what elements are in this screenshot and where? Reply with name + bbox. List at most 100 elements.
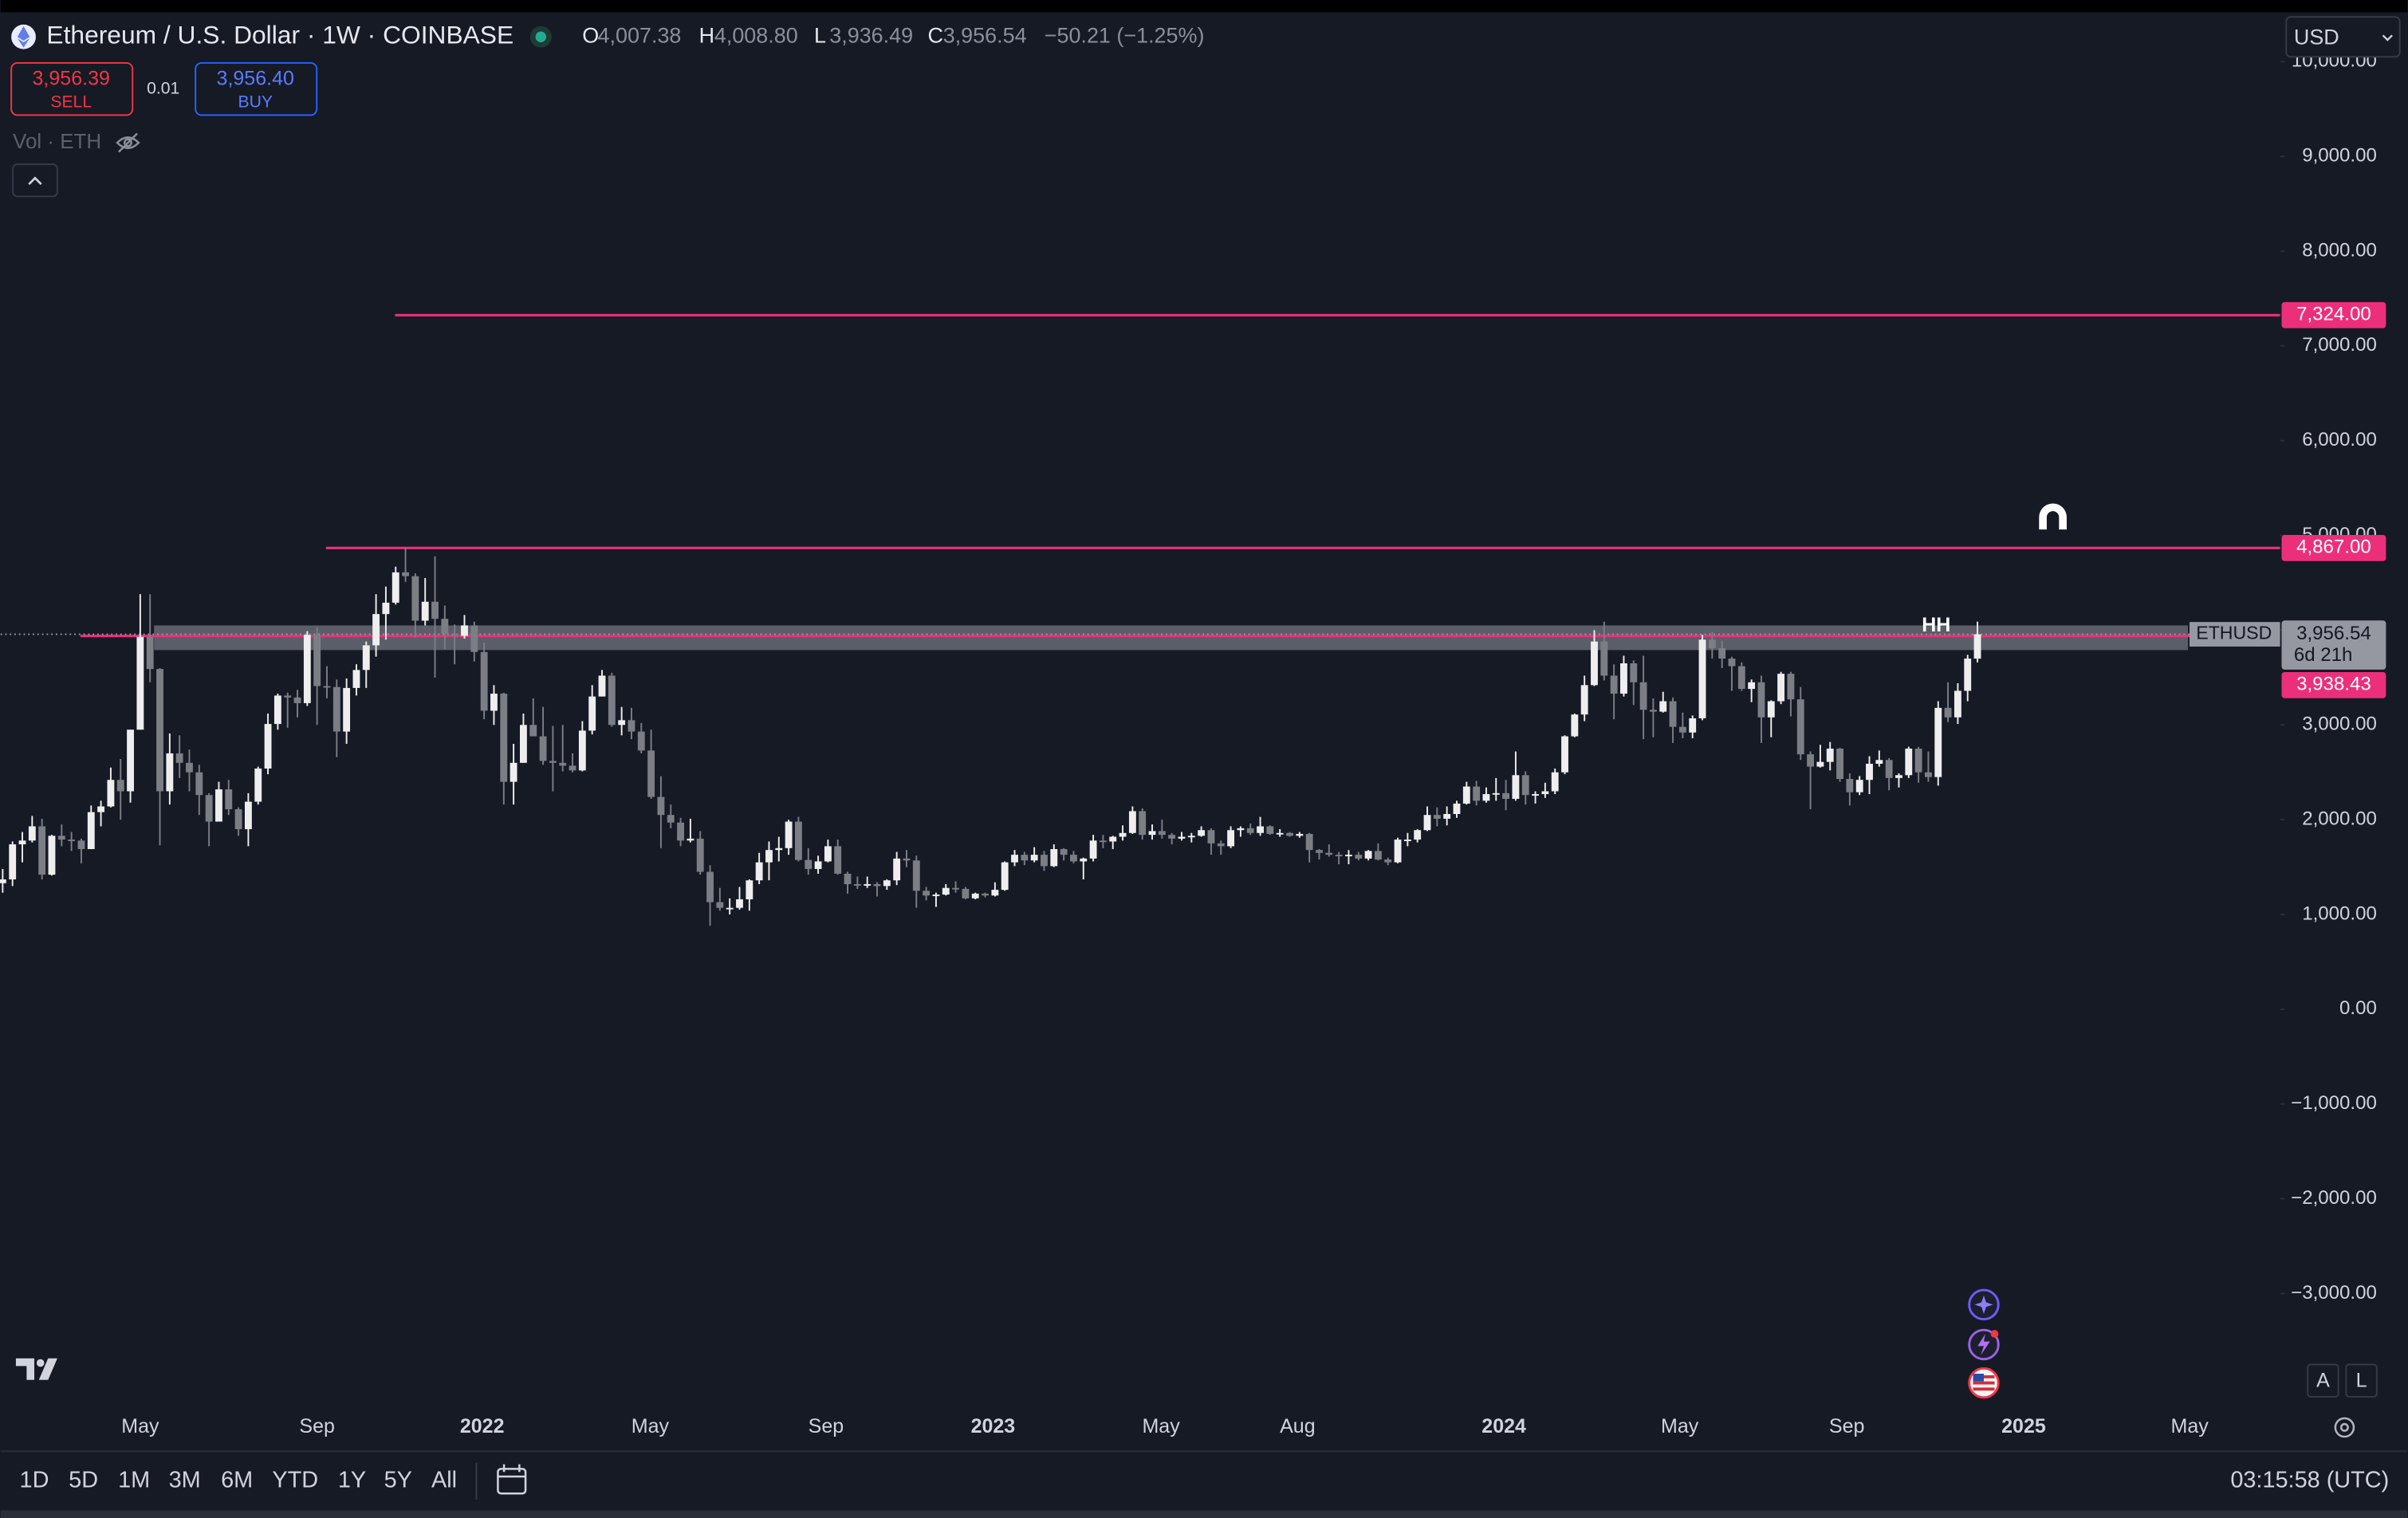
candle-body <box>1178 836 1186 839</box>
buy-button[interactable] <box>195 61 318 116</box>
candle-body <box>313 635 321 686</box>
ohlc-key: C <box>927 23 942 47</box>
x-tick-label: Aug <box>1280 1415 1316 1437</box>
candle-body <box>372 614 380 646</box>
hide-icon[interactable] <box>116 132 140 153</box>
candle-body <box>883 880 891 887</box>
currency-select[interactable] <box>2285 16 2401 58</box>
magnet-icon[interactable] <box>2039 503 2067 530</box>
candle-body <box>1737 666 1745 690</box>
clock[interactable]: 03:15:58 (UTC) <box>2230 1467 2389 1492</box>
candle-body <box>716 902 724 908</box>
symbol-tag-label: ETHUSD <box>2196 623 2272 643</box>
candle-body <box>1885 760 1893 778</box>
events-badge <box>1990 1330 1999 1338</box>
candle-body <box>127 730 134 792</box>
candle-body <box>1148 831 1156 836</box>
candle-body <box>1050 848 1058 867</box>
price-tag <box>2281 620 2386 670</box>
candle-body <box>343 687 351 732</box>
candle-body <box>57 836 65 840</box>
candle-body <box>1099 840 1107 843</box>
candle-body <box>814 861 822 869</box>
scale-button[interactable] <box>2345 1363 2378 1398</box>
candle-body <box>1266 826 1274 834</box>
candle-body <box>352 670 360 688</box>
candle-body <box>146 636 154 670</box>
y-tick-label: 1,000.00 <box>2302 903 2377 924</box>
candle-body <box>421 601 429 621</box>
candle-body <box>1521 775 1529 796</box>
candle-body <box>873 883 881 887</box>
range-button[interactable]: 6M <box>221 1467 253 1492</box>
candle-body <box>755 862 763 881</box>
candle-body <box>1836 748 1843 780</box>
candle-body <box>284 695 292 698</box>
candle-body <box>1639 682 1647 710</box>
candle-body <box>1777 674 1785 702</box>
candle-body <box>529 725 537 737</box>
price-axis: 10,000.009,000.008,000.007,000.006,000.0… <box>121 50 2386 1437</box>
candle-body <box>1600 641 1608 676</box>
range-button[interactable]: 3M <box>169 1467 201 1492</box>
candle-body <box>726 907 734 910</box>
candle-body <box>1316 850 1323 853</box>
calendar-icon[interactable] <box>497 1464 527 1495</box>
candle-body <box>1080 858 1088 862</box>
spread: 0.01 <box>147 79 179 97</box>
candle-body <box>68 840 76 842</box>
level-price-label: 4,867.00 <box>2296 537 2371 558</box>
sell-button[interactable] <box>10 61 134 116</box>
flag-stripe <box>1973 1387 1995 1391</box>
candle-body <box>1816 761 1824 767</box>
range-button[interactable]: 1D <box>20 1467 49 1492</box>
candle-body <box>637 731 645 751</box>
range-button[interactable]: 1M <box>118 1467 150 1492</box>
candle-body <box>107 780 115 807</box>
candle-body <box>1846 779 1854 792</box>
candle-body <box>293 697 301 703</box>
candle-body <box>1128 811 1136 833</box>
candle-body <box>1492 792 1500 795</box>
candle-body <box>1610 675 1618 694</box>
candle-body <box>77 840 85 849</box>
candle-body <box>1689 718 1697 733</box>
range-button[interactable]: 5Y <box>384 1467 412 1492</box>
candle-body <box>1060 848 1068 855</box>
candle-body <box>1964 659 1972 691</box>
settings-icon[interactable] <box>2334 1417 2355 1438</box>
candle-body <box>1374 851 1382 860</box>
candle-body <box>175 753 183 763</box>
candle-body <box>1158 831 1166 836</box>
top-bar <box>0 0 2408 13</box>
scale-button[interactable] <box>2307 1363 2339 1398</box>
candle-body <box>136 636 144 730</box>
bottom-edge <box>0 1510 2408 1518</box>
candle-body <box>942 887 950 895</box>
candle-body <box>667 815 675 823</box>
candle-body <box>1109 836 1117 842</box>
range-button[interactable]: 1Y <box>338 1467 366 1492</box>
candle-body <box>441 619 449 635</box>
range-button[interactable]: 5D <box>69 1467 98 1492</box>
candle-body <box>1669 701 1677 727</box>
tradingview-logo[interactable] <box>15 1358 57 1380</box>
candle-body <box>1207 830 1215 844</box>
candle-body <box>1296 833 1304 836</box>
candle-body <box>923 891 931 896</box>
volume-indicator[interactable]: Vol · ETH <box>13 129 101 153</box>
candle-body <box>490 694 498 711</box>
range-button[interactable]: All <box>431 1467 457 1492</box>
candle-body <box>1030 855 1038 861</box>
y-tick-label: 3,000.00 <box>2302 714 2377 735</box>
ohlc-key: O <box>582 23 599 47</box>
candle-body <box>559 762 567 766</box>
candle-body <box>1855 780 1863 792</box>
collapse-button[interactable] <box>12 163 58 198</box>
symbol-title[interactable]: Ethereum / U.S. Dollar · 1W · COINBASE <box>46 21 513 49</box>
range-button[interactable]: YTD <box>272 1467 318 1492</box>
candle-body <box>1187 836 1195 838</box>
ohlc-value: 4,008.80 <box>714 23 798 47</box>
price-tag-label: 3,956.54 <box>2296 623 2371 644</box>
